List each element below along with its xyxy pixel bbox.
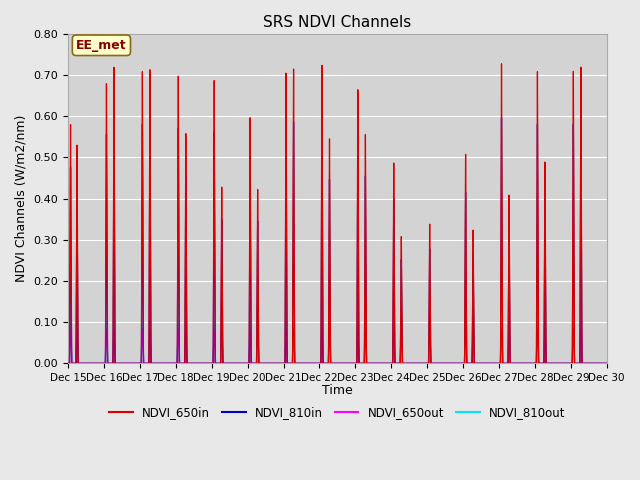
NDVI_650in xyxy=(349,360,357,366)
NDVI_650in xyxy=(498,61,506,67)
NDVI_810out xyxy=(81,360,89,366)
NDVI_810out xyxy=(123,360,131,366)
NDVI_810out xyxy=(182,332,190,338)
NDVI_810out xyxy=(67,322,74,327)
NDVI_650in xyxy=(531,360,539,366)
Line: NDVI_650in: NDVI_650in xyxy=(68,64,607,363)
NDVI_810out xyxy=(603,360,611,366)
NDVI_810out xyxy=(64,360,72,366)
NDVI_810in xyxy=(531,360,539,366)
NDVI_650out xyxy=(81,360,89,366)
NDVI_650out xyxy=(64,360,72,366)
NDVI_810in xyxy=(193,360,201,366)
NDVI_810out xyxy=(349,360,357,366)
NDVI_810out xyxy=(193,360,201,366)
NDVI_810in xyxy=(64,360,72,366)
Line: NDVI_810in: NDVI_810in xyxy=(68,118,607,363)
NDVI_650in xyxy=(182,213,190,219)
NDVI_810in xyxy=(498,115,506,120)
NDVI_650out xyxy=(531,360,539,366)
NDVI_650out xyxy=(193,360,201,366)
Y-axis label: NDVI Channels (W/m2/nm): NDVI Channels (W/m2/nm) xyxy=(15,115,28,282)
NDVI_650out xyxy=(603,360,611,366)
NDVI_810in xyxy=(123,360,131,366)
NDVI_810in xyxy=(349,360,357,366)
Line: NDVI_650out: NDVI_650out xyxy=(68,329,607,363)
X-axis label: Time: Time xyxy=(322,384,353,397)
Legend: NDVI_650in, NDVI_810in, NDVI_650out, NDVI_810out: NDVI_650in, NDVI_810in, NDVI_650out, NDV… xyxy=(104,401,570,423)
Text: EE_met: EE_met xyxy=(76,39,127,52)
NDVI_650out xyxy=(123,360,131,366)
Line: NDVI_810out: NDVI_810out xyxy=(68,324,607,363)
NDVI_810out xyxy=(531,360,539,366)
NDVI_810in xyxy=(603,360,611,366)
NDVI_650out xyxy=(182,336,190,342)
NDVI_810in xyxy=(182,243,190,249)
NDVI_650out xyxy=(349,360,357,366)
NDVI_650in xyxy=(64,360,72,366)
NDVI_650in xyxy=(603,360,611,366)
NDVI_650in xyxy=(123,360,131,366)
NDVI_650in xyxy=(193,360,201,366)
NDVI_650in xyxy=(81,360,89,366)
NDVI_810in xyxy=(81,360,89,366)
Title: SRS NDVI Channels: SRS NDVI Channels xyxy=(263,15,412,30)
NDVI_650out xyxy=(67,326,74,332)
